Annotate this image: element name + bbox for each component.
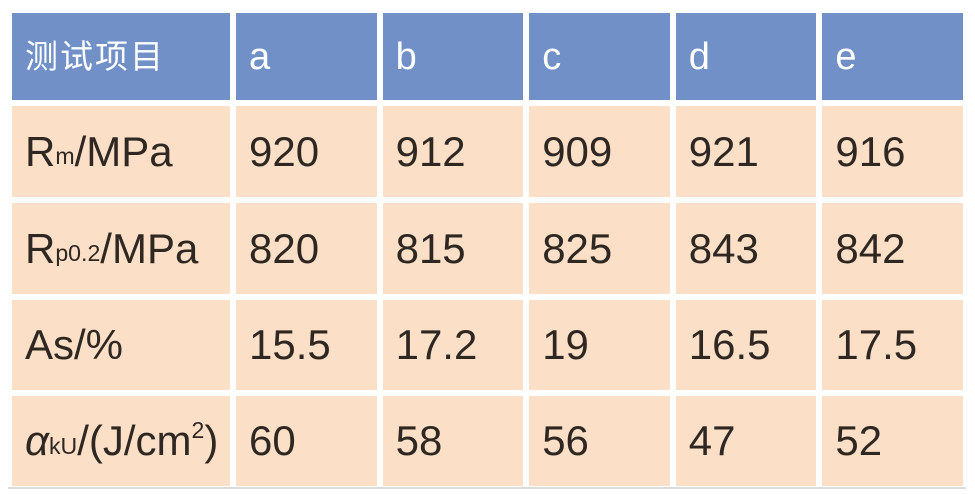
label-segment: R xyxy=(25,224,56,272)
header-cell-a: a xyxy=(236,13,377,100)
header-cell-b: b xyxy=(382,13,524,100)
label-segment: m xyxy=(55,143,75,170)
cell-impact-toughness-d: 47 xyxy=(675,396,817,486)
label-segment: p0.2 xyxy=(55,240,101,267)
row-label-impact-toughness: α kU/(J/cm 2) xyxy=(12,396,230,486)
cell-tensile-strength-b: 912 xyxy=(382,106,524,197)
cell-impact-toughness-b: 58 xyxy=(382,396,524,486)
cell-tensile-strength-c: 909 xyxy=(529,106,670,197)
cell-elongation-a: 15.5 xyxy=(236,300,377,390)
cell-impact-toughness-a: 60 xyxy=(236,396,377,486)
cell-elongation-e: 17.5 xyxy=(822,300,963,390)
cell-elongation-b: 17.2 xyxy=(382,300,524,390)
header-cell-d: d xyxy=(675,13,817,100)
label-segment: /(J/cm xyxy=(77,417,192,464)
cell-impact-toughness-c: 56 xyxy=(529,396,670,486)
header-cell-test-item: 测试项目 xyxy=(12,13,230,100)
cell-elongation-d: 16.5 xyxy=(675,300,817,390)
cell-yield-strength-b: 815 xyxy=(382,203,524,294)
cell-tensile-strength-e: 916 xyxy=(822,106,963,197)
bottom-shadow-line xyxy=(8,487,966,489)
label-segment: 2 xyxy=(191,417,205,444)
cell-tensile-strength-a: 920 xyxy=(236,106,377,197)
cell-yield-strength-e: 842 xyxy=(822,203,963,294)
label-segment: /MPa xyxy=(100,224,199,272)
cell-yield-strength-c: 825 xyxy=(529,203,670,294)
header-cell-c: c xyxy=(529,13,670,100)
label-segment: /MPa xyxy=(74,127,173,175)
cell-impact-toughness-e: 52 xyxy=(822,396,963,486)
label-segment: α xyxy=(25,417,49,464)
row-label-elongation: As/% xyxy=(12,300,230,390)
cell-yield-strength-a: 820 xyxy=(236,203,377,294)
label-segment: As/% xyxy=(25,321,124,368)
label-segment: ) xyxy=(204,417,219,464)
cell-elongation-c: 19 xyxy=(529,300,670,390)
label-segment: R xyxy=(25,127,56,175)
label-segment: kU xyxy=(48,432,78,459)
header-cell-e: e xyxy=(822,13,963,100)
cell-yield-strength-d: 843 xyxy=(675,203,817,294)
cell-tensile-strength-d: 921 xyxy=(675,106,817,197)
